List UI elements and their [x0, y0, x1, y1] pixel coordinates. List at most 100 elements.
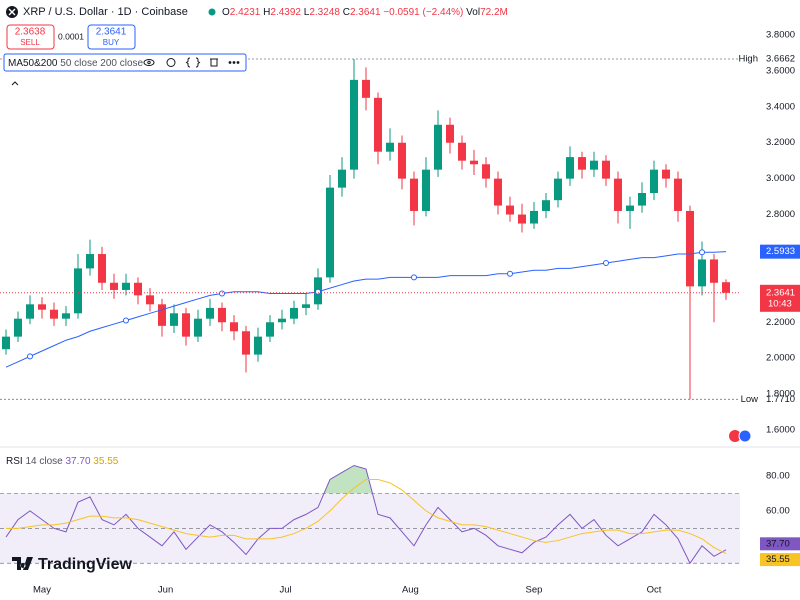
candle-body [278, 318, 286, 323]
x-tick-label: Aug [402, 585, 419, 596]
candle-body [242, 331, 250, 355]
y-tick-label: 3.8000 [766, 30, 795, 41]
candle-body [146, 295, 154, 305]
ma-price-label: 2.5933 [766, 246, 795, 257]
candle-body [170, 313, 178, 326]
countdown-label: 10:43 [768, 298, 792, 309]
ohlc-values: O2.4231 H2.4392 L2.3248 C2.3641 −0.0591 … [222, 7, 508, 18]
candle-body [134, 282, 142, 296]
symbol-logo-mark [8, 8, 16, 16]
candle-body [182, 313, 190, 337]
candle-body [446, 124, 454, 143]
candle-body [266, 322, 274, 337]
candle-body [506, 205, 514, 215]
ma-marker [411, 274, 417, 281]
candle-body [158, 304, 166, 326]
candle-body [38, 304, 46, 310]
candle-body [590, 160, 598, 170]
indicator-legend[interactable] [3, 53, 247, 72]
candle-body [566, 157, 574, 179]
brand-logo [12, 557, 33, 570]
buy-price[interactable]: 2.3641 [96, 27, 127, 38]
symbol-title: XRP / U.S. Dollar · 1D · Coinbase [23, 6, 188, 18]
buy-label[interactable]: BUY [103, 38, 120, 47]
ohlc-value: 2.3641 [350, 7, 381, 18]
y-tick-label: 3.4000 [766, 101, 795, 112]
candle-body [698, 259, 706, 287]
sell-button[interactable] [6, 24, 55, 50]
ohlc-value: 2.4231 [230, 7, 261, 18]
candle-body [218, 307, 226, 323]
ma-marker [507, 270, 513, 277]
x-tick-label: Jul [280, 585, 292, 596]
rsi-value-tag [760, 537, 800, 551]
ma-price-tag [760, 244, 800, 259]
candle-body [626, 205, 634, 211]
rsi-value-tag [760, 553, 800, 567]
indicator-name: MA50&200 [8, 58, 58, 69]
ma-marker [123, 317, 129, 324]
rsi-tick-label: 80.00 [766, 470, 790, 481]
candle-body [458, 142, 466, 161]
y-tick-label: 1.8000 [766, 389, 795, 400]
candle-body [662, 169, 670, 179]
x-tick-label: Oct [647, 585, 662, 596]
buy-button[interactable] [87, 24, 136, 50]
candle-body [362, 79, 370, 98]
rsi-band [0, 493, 740, 564]
candle-body [122, 282, 130, 290]
ohlc-value: 2.4392 [270, 7, 301, 18]
candle-body [710, 259, 718, 283]
candle-body [530, 210, 538, 224]
candle-body [674, 178, 682, 211]
rsi-line [5, 464, 727, 565]
candle-body [2, 336, 10, 350]
candle-body [74, 268, 82, 314]
candle-body [410, 178, 418, 211]
rsi-ma-value: 35.55 [93, 456, 118, 467]
extreme-value: 1.7710 [766, 394, 795, 405]
ohlc-value: 2.3248 [309, 7, 340, 18]
sell-label[interactable]: SELL [20, 38, 40, 47]
ohlc-key: L [304, 7, 310, 18]
candle-body [98, 254, 106, 283]
candle-body [518, 214, 526, 224]
indicator-legend-text[interactable]: MA50&200 50 close 200 close [8, 58, 144, 69]
x-tick-label: Jun [158, 585, 173, 596]
volume-value: 72.2M [480, 7, 508, 18]
rsi-value: 37.70 [65, 456, 90, 467]
candle-body [230, 322, 238, 332]
candle-body [722, 282, 730, 293]
rsi-value-label: 37.70 [766, 538, 790, 549]
y-tick-label: 3.0000 [766, 173, 795, 184]
candle-body [398, 142, 406, 179]
rsi-line [6, 478, 727, 555]
candle-body [194, 318, 202, 337]
y-tick-label: 1.6000 [766, 425, 795, 436]
collapse-button[interactable] [11, 81, 19, 86]
rsi-overbought-fill [324, 465, 373, 494]
spread: 0.0001 [58, 31, 84, 41]
rsi-name: RSI [6, 456, 23, 467]
market-status [208, 8, 216, 16]
candle-body [338, 169, 346, 188]
candle-body [554, 178, 562, 201]
candle-body [482, 164, 490, 179]
candle-body [542, 200, 550, 211]
indicator-icons[interactable] [143, 57, 240, 68]
rsi-legend: RSI 14 close 37.70 35.55 [6, 456, 119, 467]
currency-icon[interactable] [738, 429, 752, 443]
volume-key: Vol [466, 7, 480, 18]
candle-body [350, 79, 358, 170]
indicator-params: 50 close 200 close [60, 58, 143, 69]
sell-price[interactable]: 2.3638 [15, 27, 46, 38]
candle-body [254, 336, 262, 355]
x-tick-label: Sep [526, 585, 543, 596]
ohlc-key: H [263, 7, 270, 18]
candle-body [326, 187, 334, 278]
y-tick-label: 2.8000 [766, 209, 795, 220]
currency-icon[interactable] [729, 430, 741, 442]
ma-marker [219, 290, 225, 297]
y-tick-label: 2.0000 [766, 353, 795, 364]
candle-body [638, 193, 646, 206]
